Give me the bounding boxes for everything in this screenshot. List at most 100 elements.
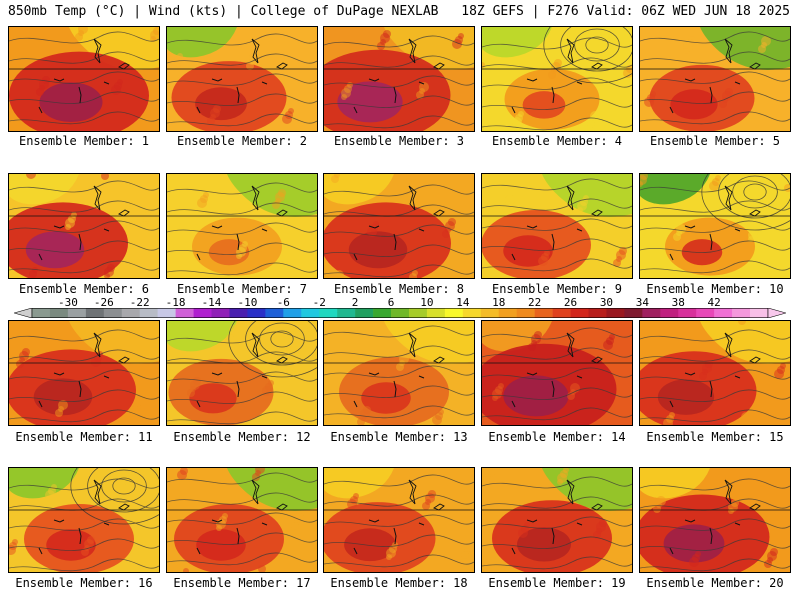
- colorbar-swatch: [552, 308, 571, 318]
- temperature-field-map: [482, 321, 632, 425]
- ensemble-member-label: Ensemble Member: 11: [15, 430, 153, 444]
- temperature-field-map: [9, 321, 159, 425]
- colorbar-swatch: [516, 308, 535, 318]
- colorbar-swatch: [444, 308, 464, 318]
- temperature-field-map: [482, 27, 632, 131]
- ensemble-map-panel: [639, 26, 791, 132]
- ensemble-member-label: Ensemble Member: 4: [491, 134, 623, 148]
- colorbar-swatch: [355, 308, 374, 318]
- colorbar-swatch: [660, 308, 679, 318]
- ensemble-map-panel: [166, 173, 318, 279]
- colorbar-swatch: [391, 308, 410, 318]
- temperature-field-map: [167, 468, 317, 572]
- colorbar-swatch: [283, 308, 302, 318]
- colorbar-swatch: [139, 308, 158, 318]
- colorbar-tick: 6: [387, 296, 395, 309]
- colorbar-swatch: [750, 308, 769, 318]
- colorbar-swatch: [337, 308, 356, 318]
- colorbar-swatch: [373, 308, 392, 318]
- colorbar-swatch: [85, 308, 105, 318]
- colorbar-tick: -18: [165, 296, 186, 309]
- ensemble-map-panel: [8, 26, 160, 132]
- temperature-field-map: [167, 321, 317, 425]
- ensemble-member-label: Ensemble Member: 6: [18, 282, 150, 296]
- colorbar-swatch: [32, 308, 51, 318]
- colorbar-tick: -2: [312, 296, 326, 309]
- colorbar-tick: -14: [201, 296, 222, 309]
- temperature-field-map: [9, 27, 159, 131]
- colorbar-tick: 26: [563, 296, 578, 309]
- colorbar-swatch: [570, 308, 589, 318]
- colorbar-swatch: [49, 308, 69, 318]
- temperature-field-map: [640, 321, 790, 425]
- colorbar-swatch: [642, 308, 661, 318]
- temperature-field-map: [167, 174, 317, 278]
- ensemble-map-panel: [639, 173, 791, 279]
- ensemble-map-panel: [639, 320, 791, 426]
- colorbar-swatch: [247, 308, 266, 318]
- colorbar-swatch: [103, 308, 123, 318]
- colorbar-swatch: [588, 308, 607, 318]
- temperature-field-map: [482, 468, 632, 572]
- colorbar-tick: -30: [57, 296, 78, 309]
- temperature-field-map: [324, 174, 474, 278]
- ensemble-map-panel: [166, 467, 318, 573]
- temperature-field-map: [640, 468, 790, 572]
- colorbar-swatch: [534, 308, 553, 318]
- temperature-field-map: [9, 468, 159, 572]
- ensemble-member-label: Ensemble Member: 3: [333, 134, 465, 148]
- ensemble-member-label: Ensemble Member: 1: [18, 134, 150, 148]
- colorbar-tick: -22: [129, 296, 150, 309]
- colorbar-swatch: [265, 308, 284, 318]
- ensemble-member-label: Ensemble Member: 13: [330, 430, 468, 444]
- colorbar-tick: -10: [237, 296, 258, 309]
- colorbar-swatch: [211, 308, 230, 318]
- ensemble-map-panel: [8, 467, 160, 573]
- ensemble-map-panel: [166, 320, 318, 426]
- ensemble-member-label: Ensemble Member: 5: [649, 134, 781, 148]
- colorbar-tick: 18: [492, 296, 506, 309]
- ensemble-member-label: Ensemble Member: 7: [176, 282, 308, 296]
- colorbar-swatch: [624, 308, 643, 318]
- colorbar-swatch: [462, 308, 482, 318]
- temperature-field-map: [324, 468, 474, 572]
- colorbar-swatch: [480, 308, 500, 318]
- ensemble-map-panel: [8, 173, 160, 279]
- colorbar-swatch: [696, 308, 715, 318]
- temperature-field-map: [640, 174, 790, 278]
- colorbar-swatch: [157, 308, 176, 318]
- map-title: 850mb Temp (°C) | Wind (kts) | College o…: [8, 4, 439, 19]
- ensemble-member-label: Ensemble Member: 19: [488, 576, 626, 590]
- ensemble-member-label: Ensemble Member: 2: [176, 134, 308, 148]
- colorbar-tick: 2: [351, 296, 359, 309]
- ensemble-map-panel: [481, 467, 633, 573]
- ensemble-map-panel: [8, 320, 160, 426]
- ensemble-member-label: Ensemble Member: 20: [646, 576, 784, 590]
- temperature-field-map: [167, 27, 317, 131]
- temperature-field-map: [324, 27, 474, 131]
- ensemble-map-panel: [323, 26, 475, 132]
- temperature-field-map: [640, 27, 790, 131]
- colorbar-swatch: [606, 308, 625, 318]
- ensemble-member-label: Ensemble Member: 17: [173, 576, 311, 590]
- colorbar-swatch: [714, 308, 733, 318]
- ensemble-member-label: Ensemble Member: 16: [15, 576, 153, 590]
- colorbar-tick: 42: [707, 296, 721, 309]
- colorbar-swatch: [498, 308, 517, 318]
- ensemble-member-label: Ensemble Member: 14: [488, 430, 626, 444]
- colorbar-tick: 10: [420, 296, 434, 309]
- colorbar-tick: 30: [599, 296, 614, 309]
- colorbar-swatch: [229, 308, 248, 318]
- colorbar-tick: -26: [93, 296, 114, 309]
- temperature-field-map: [324, 321, 474, 425]
- colorbar-swatch: [732, 308, 751, 318]
- ensemble-map-panel: [166, 26, 318, 132]
- ensemble-map-panel: [639, 467, 791, 573]
- colorbar-swatch: [426, 308, 446, 318]
- temperature-field-map: [9, 174, 159, 278]
- ensemble-map-panel: [323, 173, 475, 279]
- colorbar-tick: 38: [671, 296, 685, 309]
- colorbar-swatch: [175, 308, 194, 318]
- ensemble-member-label: Ensemble Member: 15: [646, 430, 784, 444]
- ensemble-member-label: Ensemble Member: 18: [330, 576, 468, 590]
